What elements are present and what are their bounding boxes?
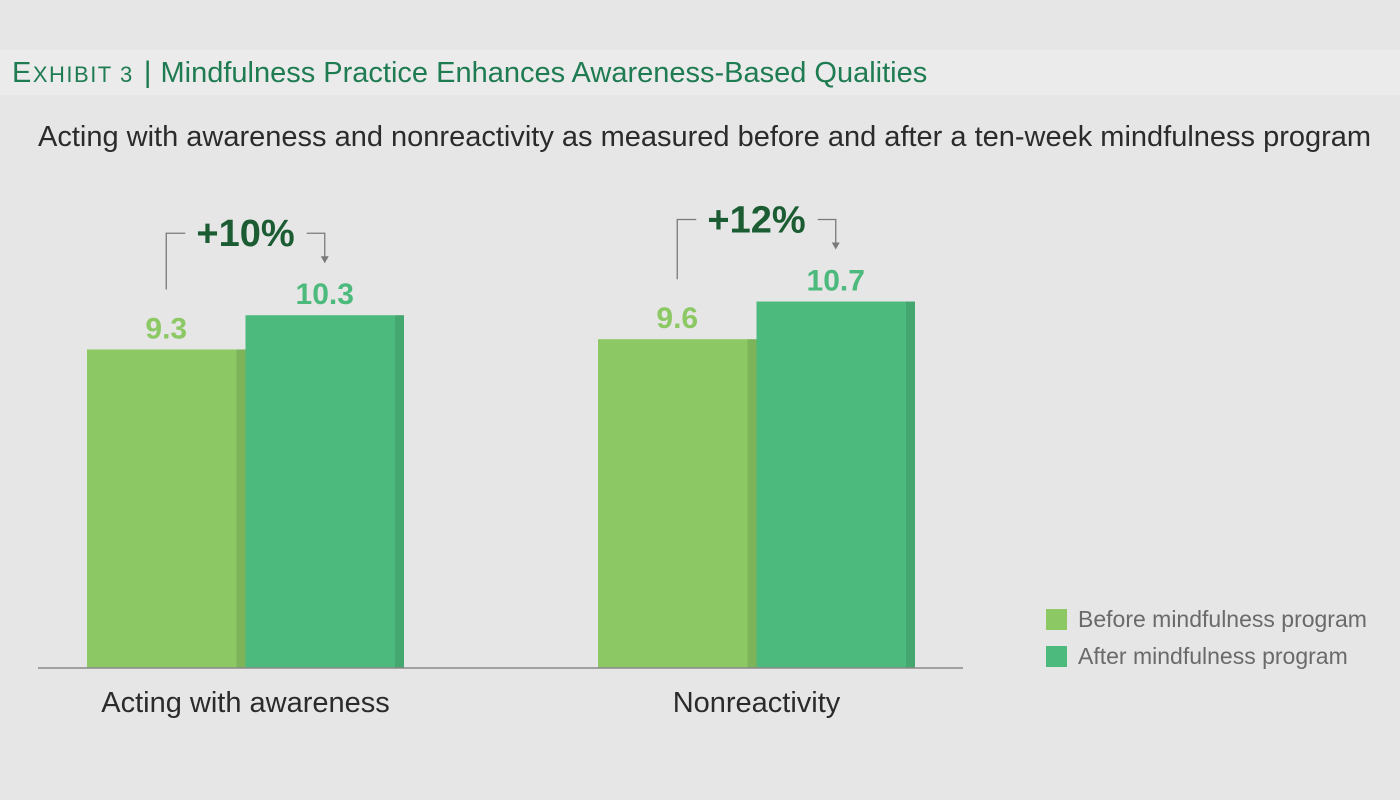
chart-title: Mindfulness Practice Enhances Awareness-… (160, 57, 928, 89)
chart-subtitle: Acting with awareness and nonreactivity … (38, 121, 1372, 153)
change-arrowhead-icon (831, 242, 840, 250)
bar-before-mindfulness-program-nonreactivity (598, 339, 757, 668)
legend: Before mindfulness program After mindful… (1046, 605, 1367, 679)
bar-after-mindfulness-program-nonreactivity (756, 301, 915, 668)
bar-edge-shade (236, 349, 246, 668)
bar-edge-shade (906, 301, 915, 668)
legend-item-after: After mindfulness program (1046, 642, 1367, 670)
bar-edge-shade (395, 315, 404, 668)
bar-after-mindfulness-program-acting-with-awareness (245, 315, 404, 668)
change-annotation: +12% (707, 200, 805, 242)
change-bracket-left (165, 232, 186, 290)
value-label-after-mindfulness-program-nonreactivity: 10.7 (807, 265, 865, 298)
bar-edge-shade (747, 339, 757, 668)
exhibit-title-row: EXHIBIT 3 | Mindfulness Practice Enhances … (12, 55, 927, 91)
legend-swatch-after (1046, 645, 1067, 667)
category-label-acting-with-awareness: Acting with awareness (101, 687, 390, 719)
value-label-before-mindfulness-program-acting-with-awareness: 9.3 (145, 312, 187, 345)
legend-item-before: Before mindfulness program (1046, 605, 1367, 633)
change-bracket-right (817, 218, 837, 244)
legend-label-after: After mindfulness program (1078, 643, 1348, 669)
category-label-nonreactivity: Nonreactivity (673, 687, 841, 719)
legend-swatch-before (1046, 608, 1067, 630)
value-label-after-mindfulness-program-acting-with-awareness: 10.3 (296, 278, 354, 311)
change-bracket-left (676, 218, 697, 280)
value-label-before-mindfulness-program-nonreactivity: 9.6 (656, 302, 698, 335)
title-separator: | (143, 56, 152, 89)
change-annotation: +10% (196, 213, 294, 255)
bar-before-mindfulness-program-acting-with-awareness (87, 349, 246, 668)
legend-label-before: Before mindfulness program (1078, 606, 1367, 632)
change-bracket-right (306, 232, 326, 258)
exhibit-label: EXHIBIT 3 (12, 57, 134, 89)
change-arrowhead-icon (320, 256, 329, 264)
title-band (0, 50, 1400, 95)
